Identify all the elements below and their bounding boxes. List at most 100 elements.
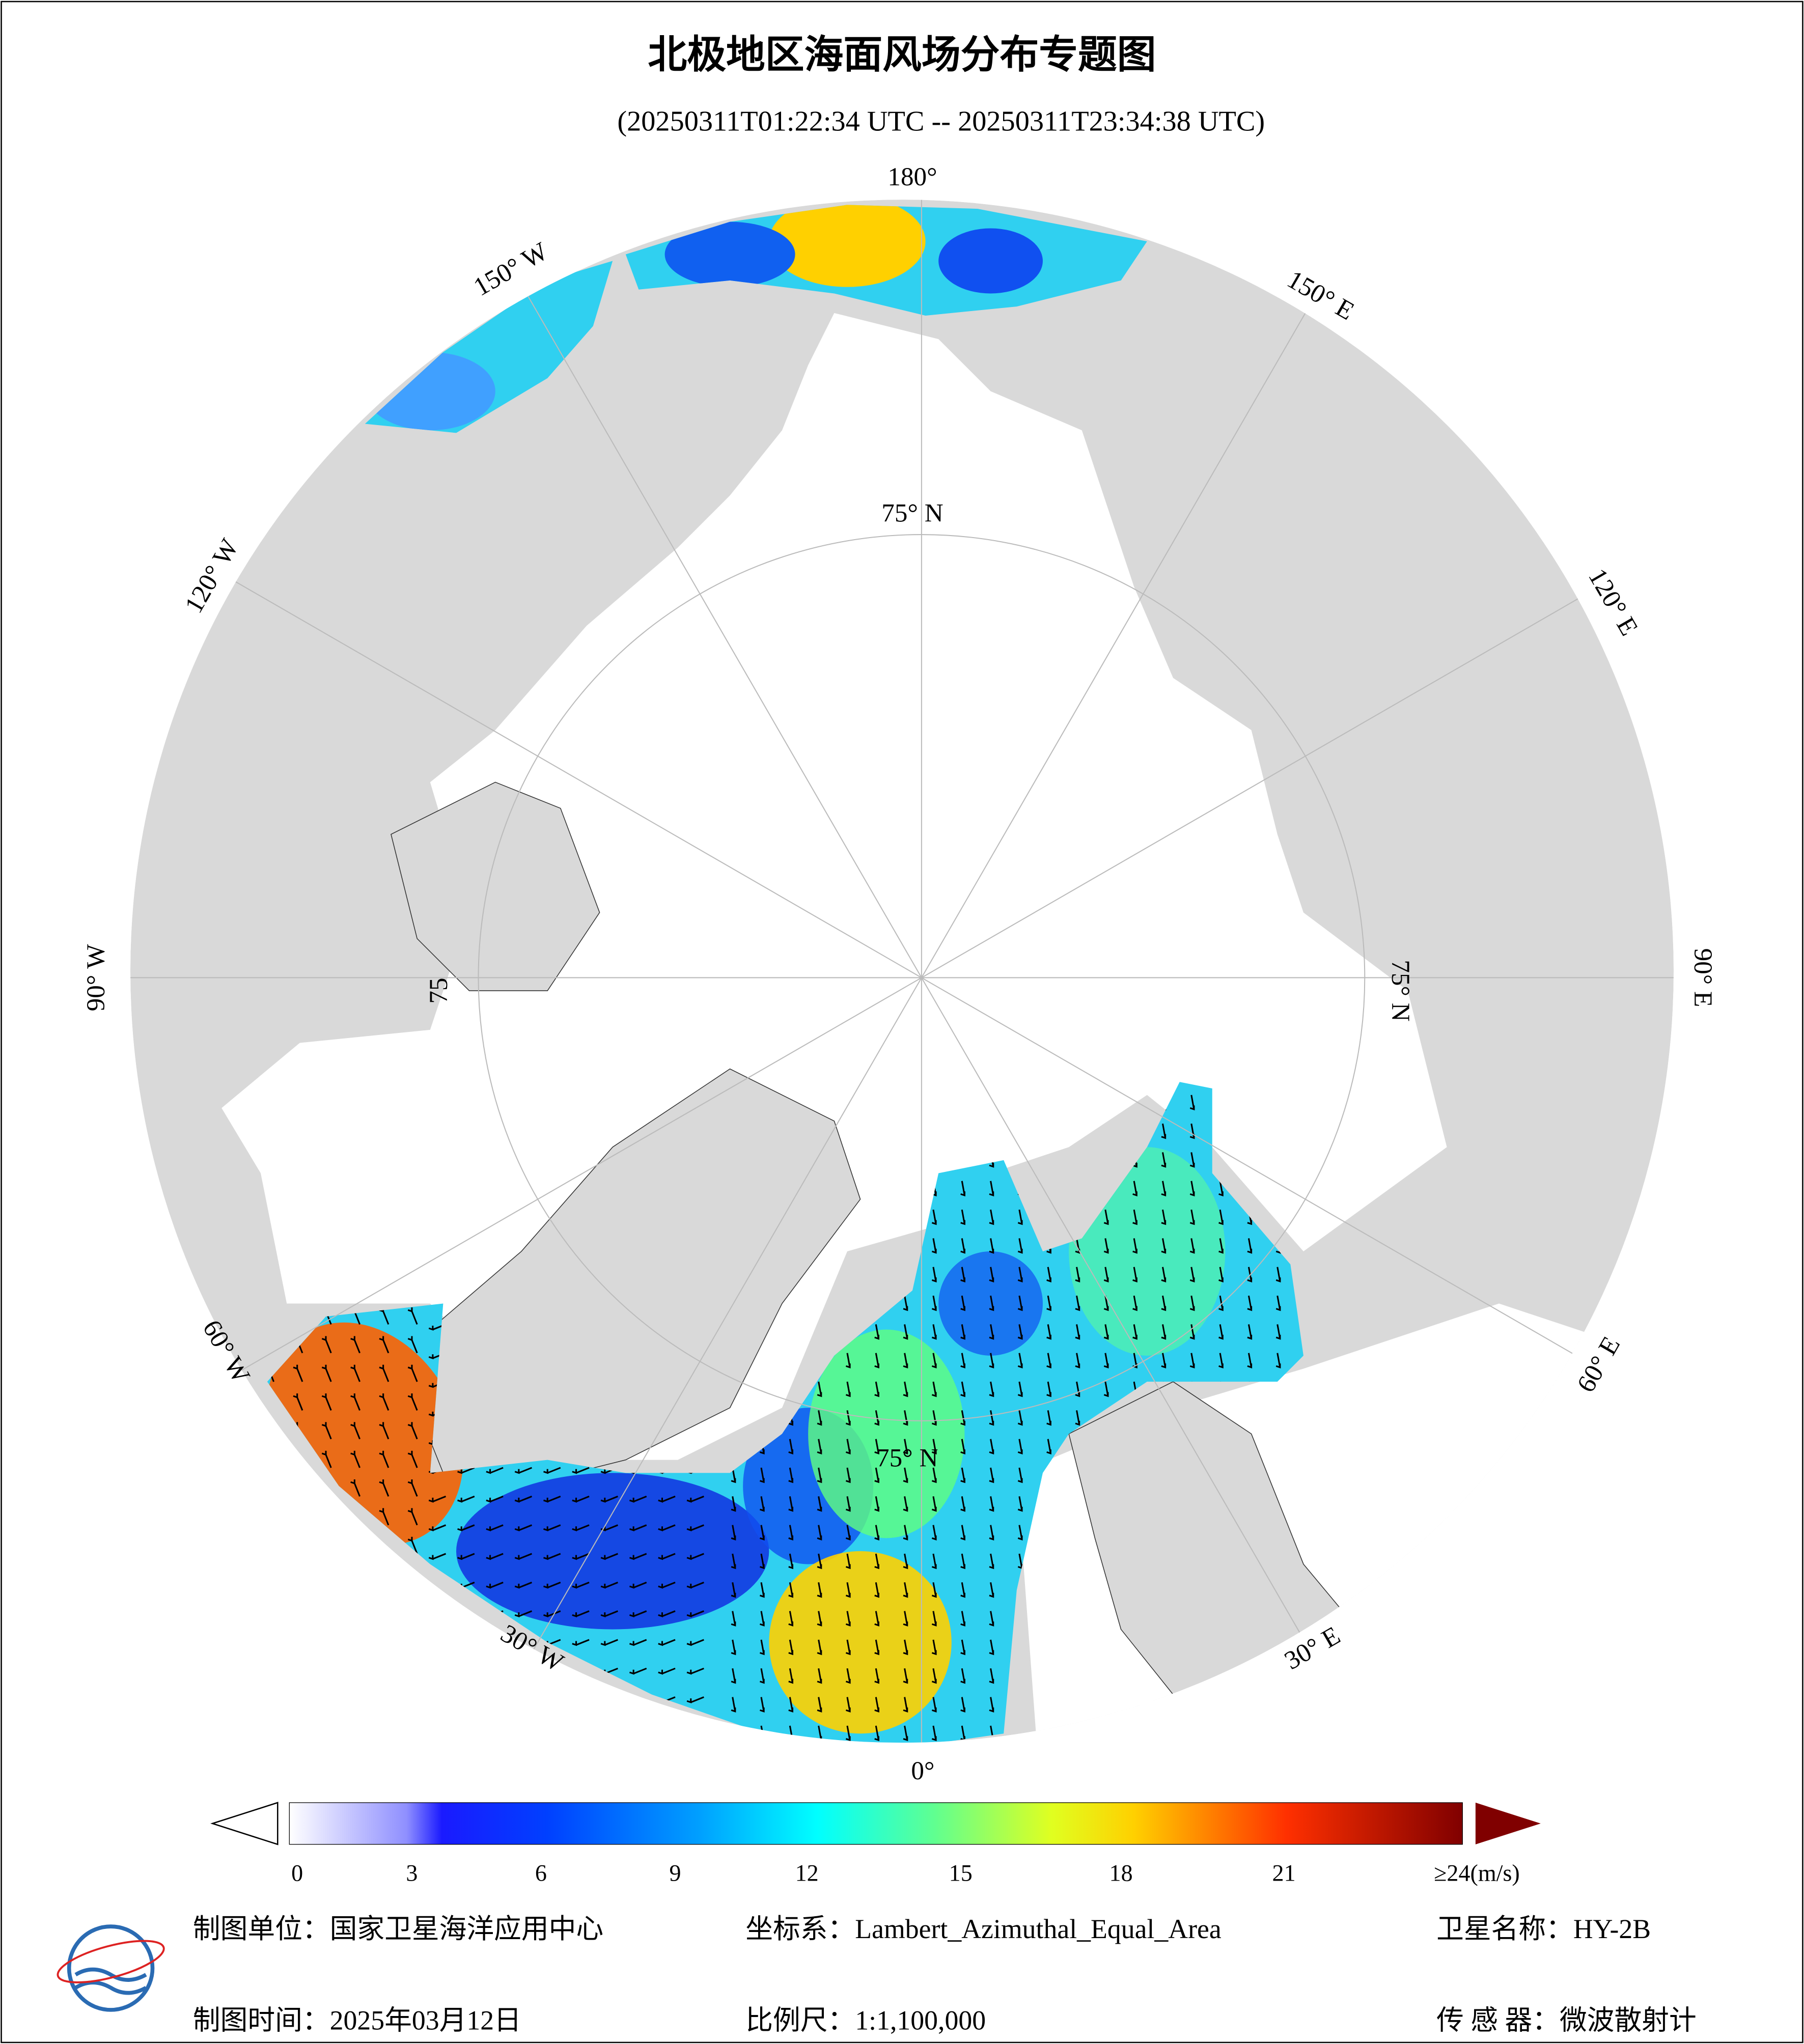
wind-arrow — [1161, 1697, 1167, 1713]
wind-arrow — [572, 1696, 590, 1703]
footer-unit: 制图单位：国家卫星海洋应用中心 — [193, 1914, 603, 1944]
wind-arrow — [845, 1582, 851, 1598]
wind-arrow — [293, 1565, 303, 1583]
wind-arrow — [788, 1582, 793, 1598]
wind-arrow — [731, 1582, 736, 1598]
wind-arrow — [1247, 1295, 1253, 1311]
subtitle: (20250311T01:22:34 UTC -- 20250311T23:34… — [617, 105, 1265, 137]
wind-arrow — [989, 1295, 994, 1311]
wind-arrow — [379, 1508, 390, 1526]
wind-arrow — [903, 1381, 908, 1397]
wind-arrow — [321, 1594, 332, 1612]
wind-arrow — [989, 1238, 994, 1254]
wind-arrow — [267, 1479, 275, 1497]
wind-arrow — [293, 1709, 303, 1726]
wind-arrow — [572, 1467, 590, 1474]
wind-arrow — [267, 1680, 275, 1698]
wind-arrow — [1218, 1295, 1224, 1311]
wind-arrow — [759, 1525, 765, 1541]
wind-arrow — [1189, 1295, 1195, 1311]
wind-arrow — [1132, 1295, 1137, 1311]
wind-arrow — [1017, 1238, 1023, 1254]
wind-arrow — [1132, 1725, 1137, 1742]
wind-arrow — [874, 1553, 879, 1570]
wind-arrow — [759, 1582, 765, 1598]
footer-sensor: 传 感 器：微波散射计 — [1436, 2005, 1697, 2035]
wind-arrow — [817, 1381, 822, 1397]
wind-arrow — [1247, 1267, 1253, 1283]
wind-arrow — [486, 1696, 504, 1703]
wind-arrow — [267, 1651, 275, 1669]
wind-arrow — [457, 1725, 475, 1732]
wind-arrow — [989, 1582, 994, 1598]
wind-arrow — [1218, 1697, 1224, 1713]
wind-arrow — [600, 1639, 618, 1646]
wind-arrow — [267, 1508, 275, 1526]
wind-arrow — [1247, 1238, 1253, 1254]
wind-arrow — [845, 1639, 851, 1656]
wind-arrow — [1103, 1353, 1109, 1369]
wind-arrow — [845, 1353, 851, 1369]
wind-arrow — [572, 1639, 590, 1646]
wind-arrow — [1161, 1295, 1167, 1311]
wind-arrow — [903, 1324, 908, 1340]
wind-arrow — [1017, 1525, 1023, 1541]
wind-arrow — [845, 1439, 851, 1454]
wind-arrow — [379, 1651, 390, 1669]
wind-arrow — [759, 1611, 765, 1627]
wind-arrow — [788, 1467, 793, 1483]
wind-arrow — [931, 1353, 937, 1369]
wind-arrow — [1189, 1152, 1195, 1168]
wind-arrow — [960, 1582, 965, 1598]
wind-arrow — [350, 1364, 360, 1382]
wind-arrow — [379, 1594, 390, 1612]
wind-arrow — [1275, 1697, 1281, 1713]
wind-arrow — [960, 1353, 965, 1369]
wind-arrow — [543, 1467, 561, 1474]
wind-arrow — [486, 1467, 504, 1474]
wind-arrow — [1189, 1181, 1195, 1197]
wind-arrow — [931, 1295, 937, 1311]
wind-arrow — [1075, 1353, 1080, 1369]
wind-arrow — [989, 1209, 994, 1225]
wind-arrow — [1103, 1238, 1109, 1254]
wind-arrow — [989, 1381, 994, 1397]
parallel-label: 75° N — [876, 1443, 938, 1472]
wind-arrow — [321, 1393, 332, 1411]
wind-arrow — [989, 1611, 994, 1627]
wind-arrow — [1247, 1697, 1253, 1713]
wind-arrow — [1161, 1209, 1167, 1225]
wind-arrow — [1189, 1238, 1195, 1254]
wind-arrow — [960, 1238, 965, 1254]
wind-arrow — [874, 1439, 879, 1454]
wind-arrow — [350, 1651, 360, 1669]
wind-arrow — [629, 1667, 647, 1675]
meridian-label: 0° — [911, 1756, 934, 1785]
meridian-label: 90° E — [1688, 948, 1717, 1007]
wind-arrow — [486, 1667, 504, 1675]
wind-arrow — [874, 1611, 879, 1627]
wind-arrow — [658, 1495, 676, 1503]
wind-arrow — [1046, 1410, 1051, 1426]
wind-arrow — [931, 1324, 937, 1340]
meridian-line — [465, 200, 922, 978]
wind-arrow — [931, 1410, 937, 1426]
footer-date: 制图时间：2025年03月12日 — [193, 2005, 521, 2035]
wind-arrow — [543, 1495, 561, 1503]
wind-arrow — [600, 1495, 618, 1503]
wind-arrow — [407, 1364, 418, 1382]
wind-arrow — [731, 1725, 736, 1742]
wind-arrow — [486, 1495, 504, 1503]
wind-arrow — [407, 1536, 418, 1554]
colorbar-tick-label: 18 — [1109, 1860, 1133, 1886]
wind-arrow — [428, 1610, 447, 1617]
wind-arrow — [874, 1410, 879, 1426]
wind-arrow — [486, 1725, 504, 1732]
wind-arrow — [379, 1709, 390, 1726]
wind-arrow — [514, 1696, 533, 1703]
wind-arrow — [428, 1524, 447, 1532]
wind-arrow — [267, 1536, 275, 1554]
wind-arrow — [407, 1450, 418, 1468]
wind-arrow — [600, 1696, 618, 1703]
